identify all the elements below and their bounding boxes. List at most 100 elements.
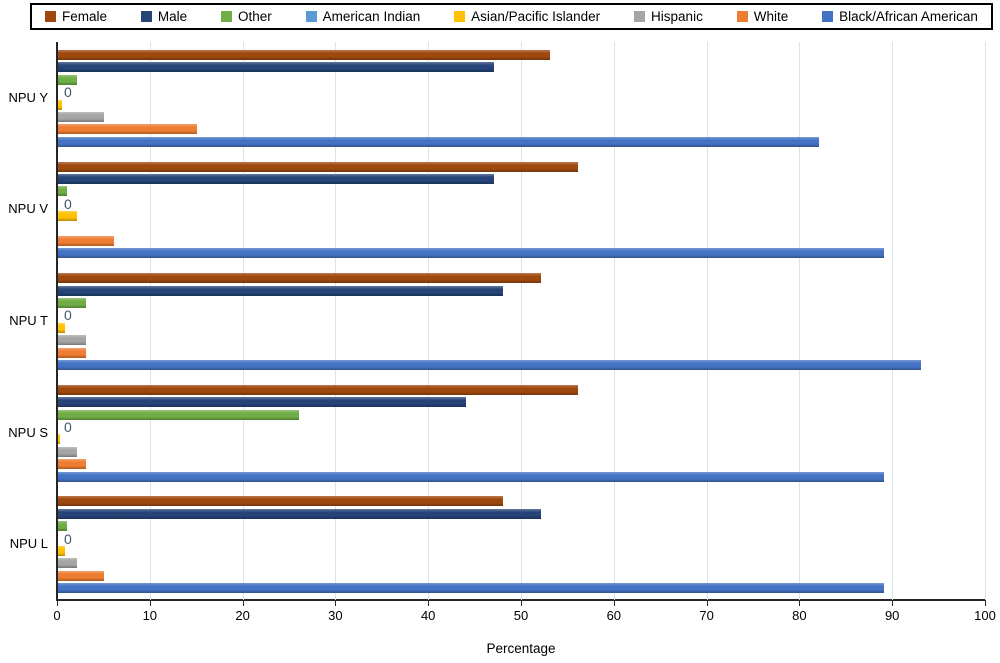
legend-item: Asian/Pacific Islander bbox=[454, 9, 600, 24]
x-tick-label: 90 bbox=[884, 608, 900, 623]
gridline bbox=[892, 42, 894, 600]
x-axis-tick bbox=[57, 601, 58, 606]
bar bbox=[58, 273, 541, 284]
legend-item: Female bbox=[45, 9, 107, 24]
bar bbox=[58, 508, 541, 519]
x-axis-tick bbox=[892, 601, 894, 606]
bar bbox=[58, 558, 77, 569]
bar bbox=[58, 248, 884, 259]
legend-item-label: Male bbox=[157, 9, 188, 24]
zero-data-label: 0 bbox=[64, 195, 72, 212]
legend-item-label: Black/African American bbox=[839, 9, 978, 24]
x-tick-label: 20 bbox=[235, 608, 250, 623]
x-axis-tick bbox=[149, 601, 151, 606]
bar bbox=[58, 50, 550, 60]
bar bbox=[58, 347, 86, 358]
x-axis-tick bbox=[521, 601, 522, 606]
zero-data-label: 0 bbox=[64, 530, 72, 547]
legend-item: Male bbox=[140, 9, 188, 24]
bar bbox=[58, 434, 60, 445]
zero-data-label: 0 bbox=[64, 84, 72, 101]
legend-item-label: White bbox=[753, 9, 789, 24]
legend-item: American Indian bbox=[305, 9, 421, 24]
category-label: NPU V bbox=[8, 201, 48, 217]
bar bbox=[58, 384, 578, 395]
bar bbox=[58, 446, 77, 457]
bar bbox=[58, 161, 578, 172]
x-axis-tick bbox=[335, 601, 337, 606]
legend-swatch-icon bbox=[305, 11, 317, 22]
bar bbox=[58, 546, 66, 556]
x-tick-label: 60 bbox=[606, 608, 622, 623]
x-axis-line bbox=[56, 599, 986, 601]
bar bbox=[58, 360, 922, 370]
legend-swatch-icon bbox=[634, 11, 646, 22]
x-tick-label: 80 bbox=[792, 608, 807, 623]
legend-swatch-icon bbox=[45, 11, 56, 22]
legend-item-label: Other bbox=[238, 9, 272, 24]
bar bbox=[58, 124, 198, 135]
bar bbox=[58, 459, 86, 470]
gridline bbox=[242, 42, 244, 600]
x-tick-label: 0 bbox=[53, 608, 61, 623]
gridline bbox=[149, 42, 151, 600]
bar bbox=[58, 471, 884, 482]
legend-item: Hispanic bbox=[634, 9, 703, 24]
bar bbox=[58, 397, 467, 408]
bar bbox=[58, 186, 68, 197]
zero-data-label: 0 bbox=[64, 307, 72, 324]
legend-item: Other bbox=[221, 9, 272, 24]
x-axis-tick bbox=[706, 601, 708, 606]
gridline bbox=[706, 42, 708, 600]
x-axis-title: Percentage bbox=[486, 641, 556, 656]
legend-item: White bbox=[736, 9, 789, 24]
x-tick-label: 10 bbox=[142, 608, 158, 623]
category-label: NPU S bbox=[8, 424, 48, 440]
gridline bbox=[335, 42, 337, 600]
category-label: NPU T bbox=[9, 313, 48, 328]
bar bbox=[58, 335, 86, 346]
legend-item-label: Female bbox=[62, 9, 108, 24]
bar bbox=[58, 211, 77, 222]
x-axis-tick bbox=[613, 601, 615, 606]
bar bbox=[58, 136, 819, 147]
x-axis-tick bbox=[242, 601, 244, 606]
bar bbox=[58, 74, 77, 85]
y-axis-line bbox=[56, 42, 58, 600]
x-axis-tick bbox=[985, 601, 986, 606]
bar bbox=[58, 99, 62, 110]
legend-item: Black/African American bbox=[822, 9, 978, 24]
bar bbox=[58, 521, 68, 532]
bar bbox=[58, 570, 105, 581]
x-tick-label: 40 bbox=[420, 608, 436, 623]
bar bbox=[58, 236, 114, 246]
bar bbox=[58, 174, 495, 184]
gridline bbox=[799, 42, 801, 600]
legend-swatch-icon bbox=[221, 11, 233, 22]
gridline bbox=[985, 42, 986, 600]
legend-item-label: American Indian bbox=[322, 9, 421, 24]
gridline bbox=[521, 42, 522, 600]
zero-data-label: 0 bbox=[64, 419, 72, 435]
bar bbox=[58, 496, 504, 507]
bar bbox=[58, 112, 105, 122]
x-axis-tick bbox=[428, 601, 430, 606]
legend: Female Male Other American Indian Asian/Paci… bbox=[30, 3, 993, 30]
bar bbox=[58, 298, 86, 308]
x-axis-tick bbox=[799, 601, 801, 606]
legend-swatch-icon bbox=[454, 11, 466, 22]
legend-item-label: Asian/Pacific Islander bbox=[471, 9, 601, 24]
x-tick-label: 30 bbox=[328, 608, 343, 623]
x-tick-label: 100 bbox=[974, 608, 996, 623]
category-label: NPU Y bbox=[8, 89, 49, 105]
bar bbox=[58, 409, 300, 420]
legend-swatch-icon bbox=[822, 11, 834, 22]
bar bbox=[58, 583, 884, 594]
gridline bbox=[613, 42, 615, 600]
bar bbox=[58, 62, 495, 73]
legend-item-label: Hispanic bbox=[651, 9, 703, 24]
bar bbox=[58, 322, 66, 333]
category-label: NPU L bbox=[9, 536, 48, 552]
legend-swatch-icon bbox=[140, 11, 152, 22]
